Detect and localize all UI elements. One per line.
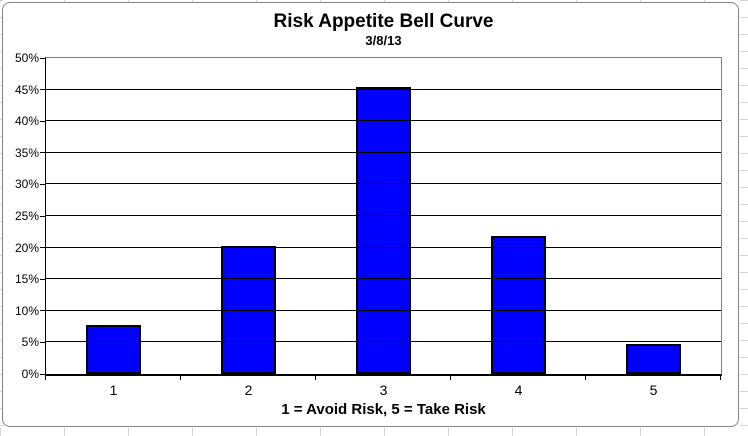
category-slot — [451, 58, 586, 374]
x-axis-tick — [315, 376, 316, 380]
y-axis-label: 30% — [14, 177, 39, 192]
bar-series — [46, 58, 721, 374]
category-slot — [46, 58, 181, 374]
gridline — [46, 88, 721, 90]
x-axis-title: 1 = Avoid Risk, 5 = Take Risk — [281, 401, 486, 418]
x-axis-tick — [180, 376, 181, 380]
y-axis-ticks — [40, 57, 45, 375]
bar — [356, 87, 411, 374]
worksheet-gridlines-right — [740, 0, 748, 436]
x-axis-label: 5 — [649, 382, 658, 398]
y-axis-label: 25% — [14, 209, 39, 223]
y-axis-label: 40% — [14, 114, 39, 129]
y-axis-label: 35% — [14, 145, 39, 160]
x-axis-tick — [45, 376, 46, 380]
x-axis-labels: 1 2 3 4 5 — [46, 382, 721, 398]
y-axis-tick — [40, 120, 45, 122]
x-axis-ticks — [45, 376, 722, 380]
gridline — [46, 183, 721, 185]
y-axis-label: 5% — [21, 335, 39, 350]
y-axis-label: 10% — [14, 303, 39, 318]
y-axis-label: 20% — [14, 240, 39, 255]
gridline — [46, 341, 721, 343]
y-axis-tick — [40, 310, 45, 312]
gridline — [46, 215, 721, 216]
y-axis-label: 45% — [14, 82, 39, 97]
y-axis: 0% 5% 10% 15% 20% 25% 30% 35% 40% 45% 50% — [3, 51, 39, 381]
y-axis-tick — [40, 183, 45, 185]
y-axis-tick — [40, 247, 45, 249]
x-axis-label: 1 — [109, 382, 118, 398]
x-axis-tick — [720, 376, 721, 380]
gridline — [46, 278, 721, 280]
y-axis-tick — [40, 215, 45, 217]
x-axis-tick — [450, 376, 451, 380]
gridline — [46, 120, 721, 122]
x-axis-label: 2 — [244, 382, 253, 398]
worksheet-gridlines-left — [0, 0, 3, 436]
worksheet-gridlines-top — [0, 0, 748, 2]
y-axis-tick — [40, 89, 45, 91]
category-slot — [181, 58, 316, 374]
plot-area — [45, 57, 722, 376]
gridline — [46, 309, 721, 311]
category-slot — [316, 58, 451, 374]
bar — [491, 235, 546, 374]
category-slot — [586, 58, 721, 374]
y-axis-tick — [40, 373, 45, 375]
worksheet-gridlines-bottom — [0, 428, 748, 436]
y-axis-tick — [40, 57, 45, 59]
gridline — [46, 246, 721, 248]
bar — [86, 325, 141, 374]
y-axis-label: 50% — [14, 51, 39, 65]
gridline — [46, 151, 721, 153]
y-axis-tick — [40, 278, 45, 280]
bar — [626, 344, 681, 374]
y-axis-label: 0% — [21, 367, 39, 381]
y-axis-tick — [40, 152, 45, 154]
chart-frame[interactable]: Risk Appetite Bell Curve 3/8/13 0% 5% 10% 1… — [2, 2, 739, 427]
chart-subtitle: 3/8/13 — [365, 33, 402, 48]
y-axis-tick — [40, 341, 45, 343]
x-axis-label: 4 — [514, 382, 523, 398]
x-axis-label: 3 — [379, 382, 388, 398]
chart-title: Risk Appetite Bell Curve — [273, 11, 494, 32]
y-axis-label: 15% — [14, 272, 39, 287]
x-axis-tick — [585, 376, 586, 380]
